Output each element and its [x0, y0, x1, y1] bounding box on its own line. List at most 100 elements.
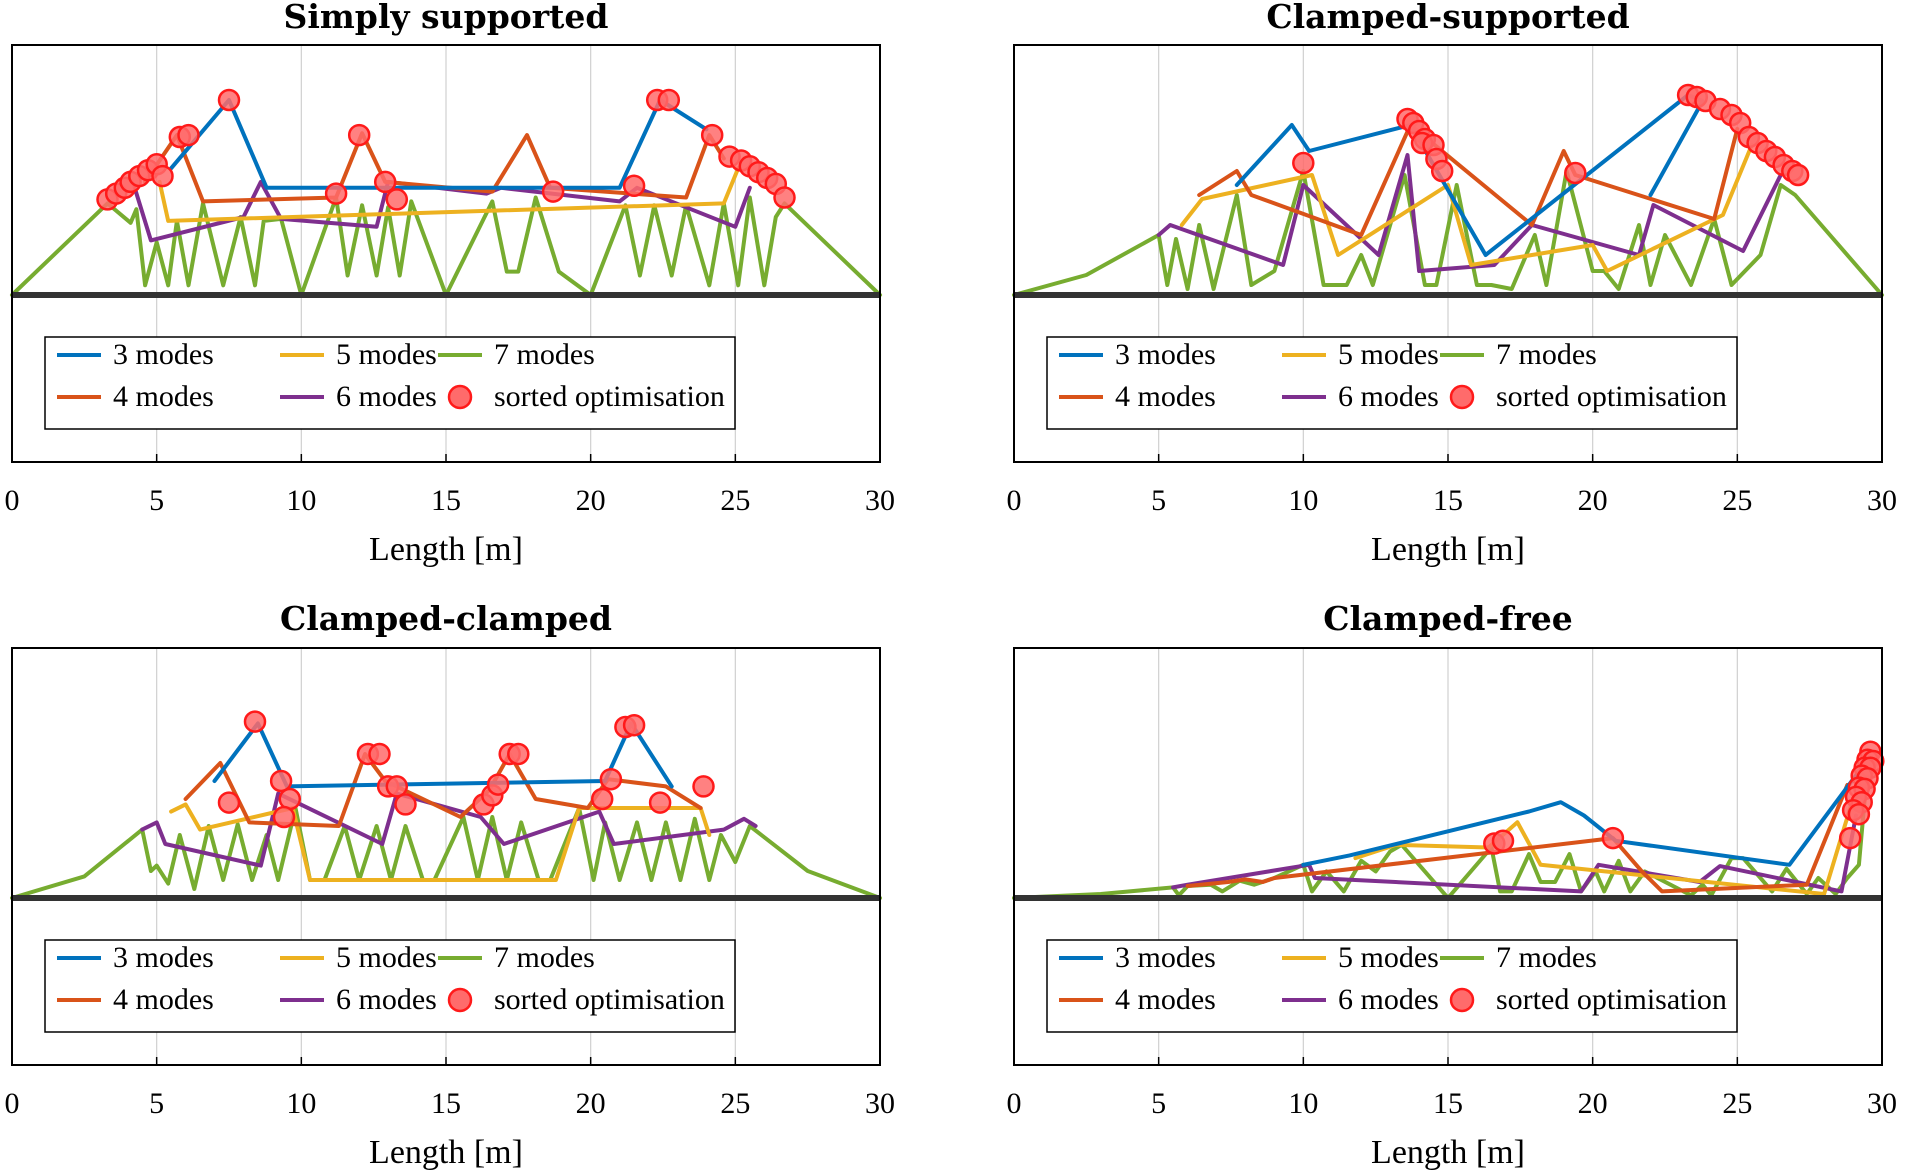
sorted-optimisation-marker [599, 767, 623, 791]
x-tick-label: 20 [576, 484, 606, 517]
legend-box [44, 939, 736, 1033]
x-tick-label: 30 [1867, 1087, 1897, 1120]
sorted-optimisation-marker [385, 775, 409, 798]
x-tick-label: 30 [865, 484, 895, 517]
sorted-optimisation-marker [1601, 826, 1625, 850]
legend-label-3-modes: 3 modes [113, 338, 214, 371]
sorted-optimisation-marker [243, 710, 267, 733]
series-line-5-modes [157, 166, 741, 223]
sorted-optimisation-marker [1491, 829, 1515, 853]
legend-label-sorted-optimisation: sorted optimisation [494, 380, 725, 413]
sorted-optimisation-marker [648, 791, 672, 814]
legend-label-5-modes: 5 modes [336, 941, 437, 974]
x-tick-label: 0 [1007, 1087, 1022, 1120]
x-axis-label: Length [m] [1371, 1134, 1525, 1171]
sorted-optimisation-marker [692, 775, 715, 798]
series-line-4-modes [1185, 783, 1850, 894]
sorted-optimisation-marker [385, 188, 409, 211]
legend-label-4-modes: 4 modes [1115, 983, 1216, 1016]
legend-label-5-modes: 5 modes [336, 338, 437, 371]
sorted-optimisation-marker [272, 805, 296, 829]
sorted-optimisation-marker [1847, 802, 1871, 826]
x-tick-label: 25 [1722, 1087, 1752, 1120]
sorted-optimisation-marker [1564, 161, 1587, 185]
sorted-optimisation-marker [324, 182, 348, 205]
x-tick-label: 20 [1578, 1087, 1608, 1120]
legend-label-sorted-optimisation: sorted optimisation [1496, 983, 1727, 1016]
legend-label-sorted-optimisation: sorted optimisation [494, 983, 725, 1016]
x-tick-label: 0 [5, 1087, 20, 1120]
legend-label-4-modes: 4 modes [1115, 380, 1216, 413]
legend-label-4-modes: 4 modes [113, 380, 214, 413]
x-tick-label: 5 [149, 1087, 164, 1120]
series-line-6-modes [1171, 813, 1858, 894]
x-tick-label: 25 [720, 1087, 750, 1120]
sorted-optimisation-marker [368, 742, 391, 766]
series-line-6-modes [1156, 153, 1783, 273]
series-line-7-modes [1012, 765, 1870, 900]
series-line-4-modes [1197, 123, 1740, 237]
panel-simply-supported: Simply supported 0 5 10 15 20 25 30 Length [m] 3 … [5, 0, 896, 568]
legend-label-5-modes: 5 modes [1338, 941, 1439, 974]
sorted-optimisation-marker [1786, 163, 1810, 187]
sorted-optimisation-marker [590, 787, 614, 811]
legend-label-6-modes: 6 modes [1338, 983, 1439, 1016]
x-tick-label: 30 [865, 1087, 895, 1120]
panel-clamped-clamped: Clamped-clamped 0 5 10 15 20 25 30 Length [m] 3 m… [5, 599, 896, 1171]
sorted-optimisation-marker [1292, 151, 1315, 175]
x-axis-label: Length [m] [1371, 531, 1525, 568]
sorted-optimisation-marker [486, 773, 510, 796]
legend: 3 modes 5 modes 7 modes 4 modes 6 modes sorte… [44, 336, 736, 430]
sorted-optimisation-marker [773, 186, 796, 209]
legend-label-6-modes: 6 modes [336, 983, 437, 1016]
legend: 3 modes 5 modes 7 modes 4 modes 6 modes sorte… [1046, 939, 1738, 1033]
panel-title: Clamped-clamped [280, 599, 612, 638]
sorted-optimisation-marker [217, 791, 241, 814]
sorted-optimisation-marker [151, 164, 174, 188]
legend-label-7-modes: 7 modes [494, 941, 595, 974]
x-tick-label: 15 [431, 484, 461, 517]
legend: 3 modes 5 modes 7 modes 4 modes 6 modes sorte… [1046, 336, 1738, 430]
x-tick-label: 10 [286, 1087, 316, 1120]
legend-label-7-modes: 7 modes [1496, 338, 1597, 371]
panel-title: Clamped-supported [1266, 0, 1629, 36]
legend-marker-sorted-optimisation [1449, 384, 1475, 410]
x-tick-label: 15 [431, 1087, 461, 1120]
sorted-optimisation-marker [373, 170, 397, 194]
legend-marker-sorted-optimisation [1449, 987, 1475, 1013]
sorted-optimisation-marker [622, 713, 646, 737]
x-tick-label: 5 [149, 484, 164, 517]
sorted-optimisation-marker [700, 123, 724, 147]
x-tick-label: 10 [1288, 1087, 1318, 1120]
x-tick-label: 5 [1151, 1087, 1166, 1120]
legend-label-sorted-optimisation: sorted optimisation [1496, 380, 1727, 413]
legend: 3 modes 5 modes 7 modes 4 modes 6 modes sorte… [44, 939, 736, 1033]
series-line-7-modes [1012, 169, 1884, 297]
series-line-3-modes [1301, 765, 1864, 867]
sorted-optimisation-marker [269, 769, 293, 793]
sorted-optimisation-marker [394, 793, 417, 816]
sorted-optimisation-marker [1430, 159, 1454, 183]
x-tick-label: 20 [1578, 484, 1608, 517]
x-tick-label: 0 [5, 484, 20, 517]
sorted-optimisation-marker [622, 174, 646, 198]
legend-label-6-modes: 6 modes [336, 380, 437, 413]
x-tick-label: 25 [720, 484, 750, 517]
legend-label-4-modes: 4 modes [113, 983, 214, 1016]
x-axis-label: Length [m] [369, 1134, 523, 1171]
x-tick-label: 10 [286, 484, 316, 517]
sorted-optimisation-marker [347, 123, 371, 147]
panel-title: Simply supported [284, 0, 609, 36]
legend-label-5-modes: 5 modes [1338, 338, 1439, 371]
sorted-optimisation-marker [657, 88, 681, 112]
legend-label-3-modes: 3 modes [1115, 941, 1216, 974]
sorted-optimisation-marker [541, 180, 565, 203]
legend-label-3-modes: 3 modes [113, 941, 214, 974]
legend-label-6-modes: 6 modes [1338, 380, 1439, 413]
legend-marker-sorted-optimisation [447, 987, 473, 1013]
legend-marker-sorted-optimisation [447, 384, 473, 410]
panel-clamped-free: Clamped-free 0 5 10 15 20 25 30 Length [m] 3 mode… [1007, 599, 1898, 1171]
panel-title: Clamped-free [1323, 599, 1573, 638]
sorted-optimisation-marker [507, 742, 530, 766]
